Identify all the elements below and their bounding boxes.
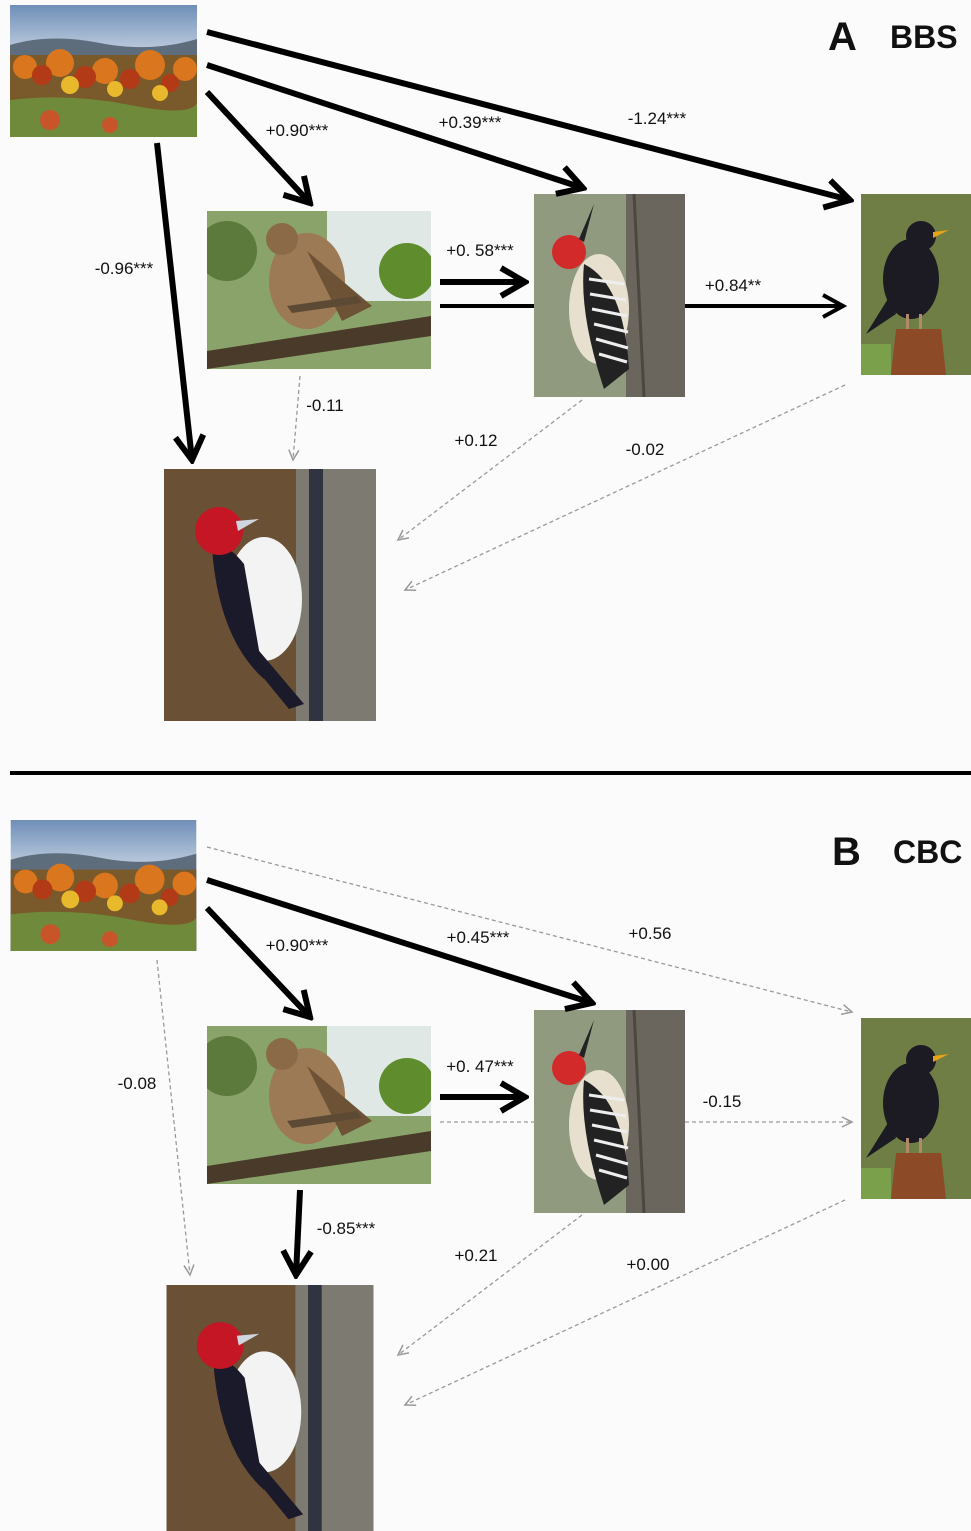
path-coefficient: +0.39*** xyxy=(439,113,502,132)
arrow xyxy=(396,399,583,542)
path-coefficient: -0.02 xyxy=(626,440,665,459)
red-headed-woodpecker-image xyxy=(164,469,376,721)
hawk-image xyxy=(207,211,431,369)
path-coefficient: +0. 58*** xyxy=(446,241,514,260)
panel-letter: B xyxy=(832,830,861,874)
arrow xyxy=(288,375,301,462)
habitat-image xyxy=(10,5,197,137)
path-coefficient: +0.21 xyxy=(454,1246,497,1265)
survey-name: BBS xyxy=(890,19,958,55)
starling-image xyxy=(861,194,971,375)
panel: B CBC +0.56 +0.45*** +0.90*** -0.08 +0. … xyxy=(10,820,971,1531)
path-coefficient: +0.56 xyxy=(628,924,671,943)
hawk-image xyxy=(207,1026,431,1184)
path-coefficient: -0.11 xyxy=(306,396,344,415)
arrow xyxy=(154,142,192,460)
arrow xyxy=(206,62,583,188)
red-headed-woodpecker-image xyxy=(166,1285,374,1531)
path-coefficient: +0.12 xyxy=(454,431,497,450)
arrow xyxy=(204,89,310,203)
path-coefficient: +0.90*** xyxy=(266,936,329,955)
path-coefficient: -0.15 xyxy=(703,1092,742,1111)
red-bellied-woodpecker-image xyxy=(534,1010,685,1213)
starling-image xyxy=(861,1018,971,1199)
path-coefficient: -0.85*** xyxy=(317,1219,376,1238)
arrow xyxy=(403,1199,846,1407)
arrow xyxy=(403,384,846,592)
panel-letter: A xyxy=(828,15,857,59)
arrow xyxy=(206,29,850,200)
path-coefficient: -0.96*** xyxy=(95,259,154,278)
habitat-image xyxy=(10,820,197,951)
path-coefficient: +0.45*** xyxy=(447,928,510,947)
path-coefficient: +0. 47*** xyxy=(446,1057,514,1076)
arrow xyxy=(204,905,310,1017)
arrow xyxy=(206,846,854,1016)
arrow xyxy=(206,877,592,1003)
path-coefficient: +0.90*** xyxy=(266,121,329,140)
arrow xyxy=(396,1214,583,1357)
path-coefficient: -1.24*** xyxy=(628,109,687,128)
arrow xyxy=(296,1189,300,1275)
panel: A BBS -1.24*** +0.39*** +0.90*** -0.96**… xyxy=(10,5,971,721)
red-bellied-woodpecker-image xyxy=(534,194,685,397)
path-coefficient: +0.84** xyxy=(705,276,762,295)
survey-name: CBC xyxy=(893,834,962,870)
arrow xyxy=(156,959,195,1277)
path-coefficient: -0.08 xyxy=(118,1074,157,1093)
path-coefficient: +0.00 xyxy=(626,1255,669,1274)
